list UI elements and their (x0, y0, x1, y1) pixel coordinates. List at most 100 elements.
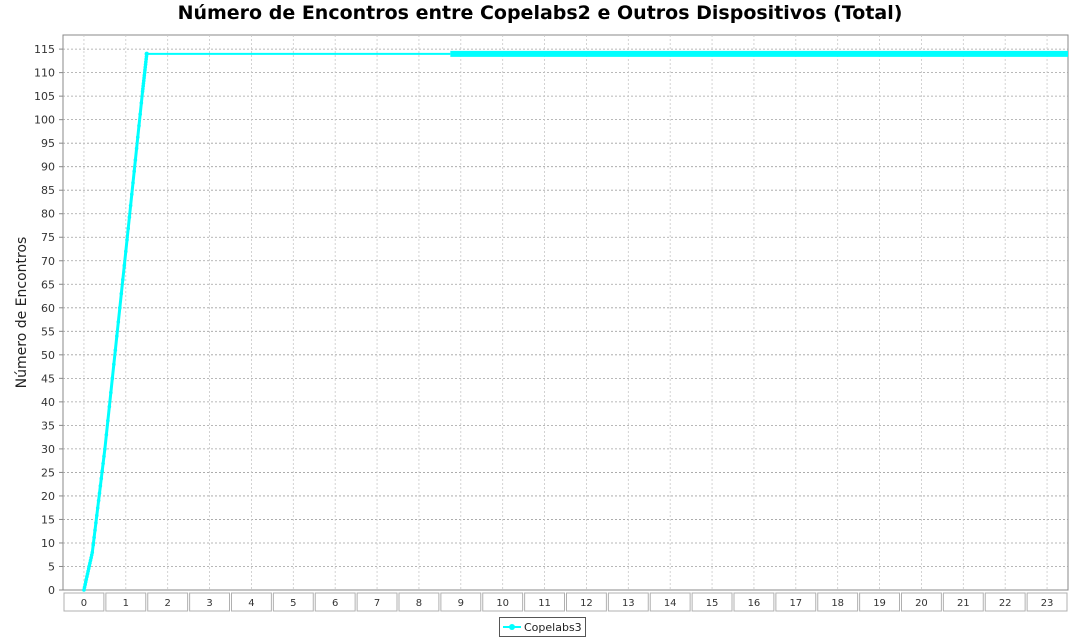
x-tick-label: 19 (873, 598, 886, 609)
legend-swatch (503, 623, 521, 631)
series-point (142, 76, 146, 80)
x-category-box (942, 592, 984, 612)
x-tick-label: 20 (915, 598, 928, 609)
series-point (126, 226, 131, 231)
x-tick-label: 8 (416, 598, 422, 609)
series-point (83, 582, 87, 587)
y-tick-label: 75 (41, 231, 55, 244)
x-category-box (859, 592, 900, 612)
series-point (124, 249, 128, 254)
series-point (101, 461, 105, 466)
y-tick-label: 45 (41, 372, 55, 385)
x-tick-label: 2 (165, 598, 171, 609)
series-point (138, 112, 142, 117)
y-tick-label: 30 (41, 443, 55, 456)
series-point (127, 215, 132, 219)
x-category-box (775, 592, 817, 612)
x-tick-label: 16 (748, 598, 761, 609)
series-point (88, 558, 93, 563)
x-tick-label: 10 (496, 598, 509, 609)
x-category-box (817, 592, 859, 612)
series-point (125, 238, 129, 242)
series-point (84, 577, 89, 582)
series-point (143, 68, 147, 72)
x-category-box (649, 592, 691, 612)
series-point (86, 569, 90, 573)
series-point (104, 432, 109, 437)
y-tick-label: 105 (34, 90, 55, 103)
x-category-box (231, 592, 272, 612)
series-point (97, 491, 102, 496)
series-point (98, 484, 103, 488)
legend-swatch-marker (509, 624, 515, 630)
series-point (141, 84, 145, 88)
legend: Copelabs3 (499, 617, 586, 637)
series-point (90, 550, 95, 555)
x-tick-label: 4 (248, 598, 254, 609)
y-tick-label: 5 (48, 560, 55, 573)
series-point (141, 78, 146, 83)
series-point (95, 506, 100, 510)
y-tick-label: 95 (41, 137, 55, 150)
x-tick-label: 6 (332, 598, 338, 609)
x-category-box (356, 592, 398, 612)
x-tick-label: 17 (789, 598, 802, 609)
series-point (107, 404, 112, 409)
y-tick-label: 20 (41, 490, 55, 503)
x-category-box (482, 592, 524, 612)
series-point (144, 60, 148, 64)
series-point (143, 65, 148, 70)
legend-label: Copelabs3 (524, 620, 582, 634)
series-point (103, 447, 107, 451)
x-tick-label: 7 (374, 598, 380, 609)
series-point (116, 320, 121, 324)
series-point (142, 73, 147, 78)
series-point (132, 169, 136, 174)
x-tick-label: 3 (206, 598, 212, 609)
series-point (96, 498, 101, 503)
chart-title: Número de Encontros entre Copelabs2 e Ou… (177, 2, 903, 24)
series-point (135, 135, 140, 139)
y-tick-label: 60 (41, 302, 55, 315)
series-point (131, 181, 135, 185)
y-tick-label: 0 (48, 584, 55, 597)
x-tick-label: 12 (580, 598, 593, 609)
y-axis-label: Número de Encontros (14, 237, 30, 389)
series-point (102, 454, 106, 459)
x-category-box (314, 592, 356, 612)
x-category-box (691, 592, 733, 612)
series-point (91, 543, 96, 547)
x-tick-label: 18 (831, 598, 844, 609)
series-point (137, 123, 141, 128)
series-point (89, 555, 93, 560)
y-tick-label: 50 (41, 349, 55, 362)
x-category-box (1026, 592, 1068, 612)
series-point (83, 580, 88, 584)
x-tick-label: 13 (622, 598, 635, 609)
series-point (139, 101, 144, 105)
series-point (93, 528, 97, 532)
series-point (100, 469, 104, 473)
y-tick-label: 35 (41, 419, 55, 432)
series-point (85, 574, 89, 579)
series-point (122, 263, 127, 268)
plot-area (62, 34, 1069, 591)
series-point (143, 62, 148, 67)
series-point (133, 158, 138, 162)
x-tick-label: 9 (458, 598, 464, 609)
series-point (141, 81, 146, 86)
series-point (86, 566, 91, 571)
series-point (128, 203, 133, 208)
x-tick-label: 22 (999, 598, 1012, 609)
series-point (94, 513, 99, 518)
series-point (121, 277, 125, 282)
x-category-box (607, 592, 649, 612)
x-category-box (901, 592, 942, 612)
x-category-box (733, 592, 775, 612)
series-point (112, 362, 116, 367)
y-tick-label: 25 (41, 466, 55, 479)
y-tick-label: 90 (41, 161, 55, 174)
series-point (82, 588, 86, 592)
x-category-box (984, 592, 1026, 612)
